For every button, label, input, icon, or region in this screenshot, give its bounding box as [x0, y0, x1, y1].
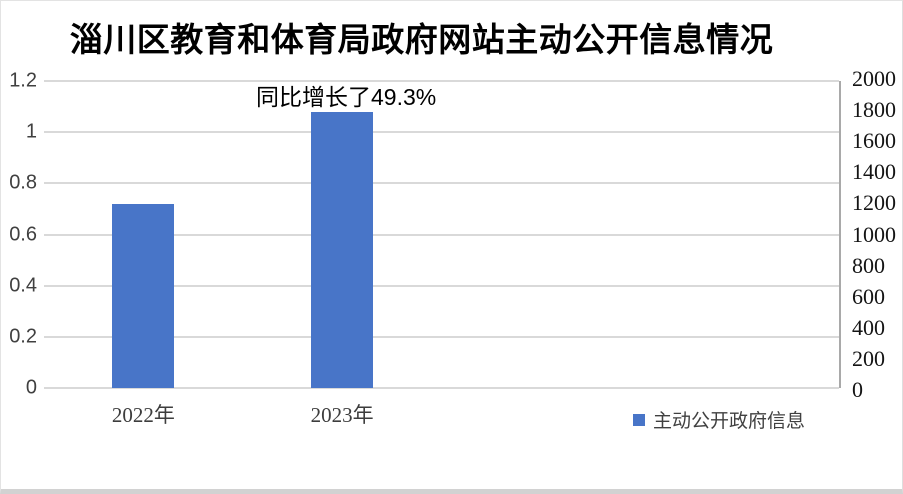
- right-axis-tick: 800: [852, 252, 885, 278]
- bar-2023年: [311, 111, 374, 388]
- bar-annotation: 同比增长了49.3%: [256, 83, 437, 110]
- left-axis: 1.2 1 0.8 0.6 0.4 0.2 0: [1, 70, 37, 399]
- left-axis-tick: 1.2: [9, 69, 37, 92]
- x-axis-label: 2023年: [310, 403, 374, 427]
- left-axis-tick: 0: [25, 376, 37, 399]
- plot-area: 同比增长了49.3% 2022年 2023年: [44, 80, 841, 427]
- right-axis-tick: 1800: [852, 97, 896, 123]
- x-axis-label: 2022年: [111, 403, 175, 427]
- right-axis-tick: 0: [852, 377, 863, 402]
- gridline: [44, 80, 839, 82]
- chart-title: 淄川区教育和体育局政府网站主动公开信息情况: [69, 23, 774, 59]
- gridline: [44, 182, 839, 185]
- left-axis-tick: 0.8: [9, 171, 37, 194]
- legend-square-icon: [633, 413, 645, 426]
- legend-label: 主动公开政府信息: [653, 411, 806, 432]
- left-axis-tick: 0.4: [9, 274, 37, 297]
- gridline: [44, 387, 839, 389]
- left-axis-tick: 0.6: [9, 223, 37, 245]
- gridline: [44, 284, 839, 287]
- gridline: [44, 131, 839, 134]
- right-axis-tick: 1400: [852, 159, 896, 185]
- left-axis-tick: 0.2: [9, 325, 37, 348]
- gridline: [44, 233, 839, 236]
- right-axis-tick: 2000: [852, 66, 896, 91]
- right-axis-tick: 1600: [852, 128, 896, 154]
- right-axis-tick: 200: [852, 345, 885, 371]
- gridline: [44, 335, 839, 338]
- right-axis-tick: 600: [852, 283, 885, 309]
- left-axis-tick: 1: [25, 120, 37, 143]
- right-axis: 2000 1800 1600 1400 1200 1000 800 600 400 200 0: [852, 66, 902, 402]
- legend: 主动公开政府信息: [633, 406, 805, 433]
- right-axis-tick: 1200: [852, 190, 896, 216]
- right-axis-tick: 400: [852, 314, 885, 340]
- right-axis-tick: 1000: [852, 221, 896, 247]
- bar-2022年: [112, 203, 175, 388]
